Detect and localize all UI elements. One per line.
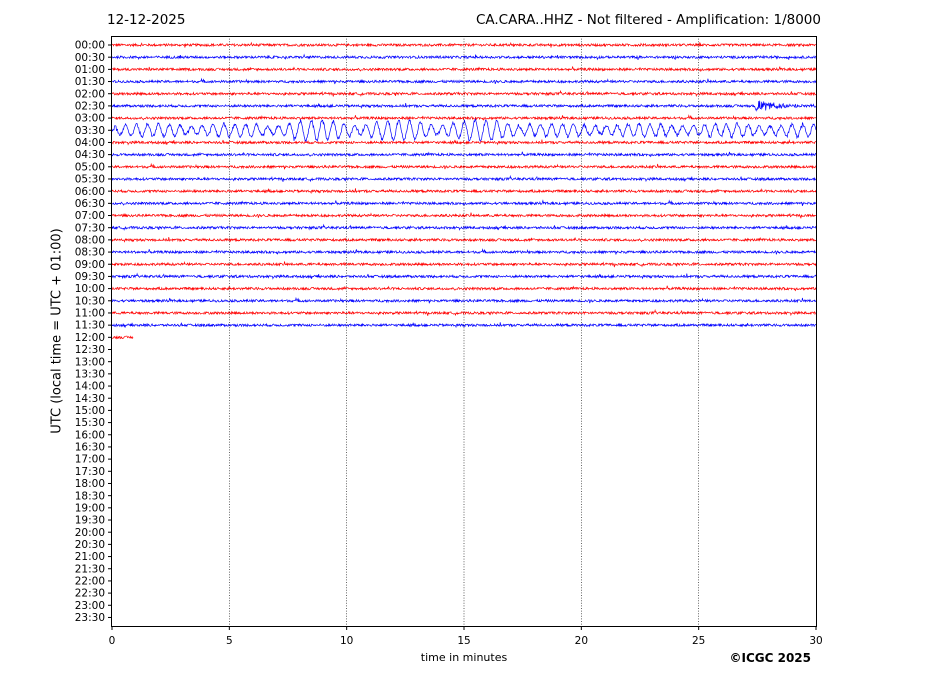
y-tick-label: 07:00 — [75, 210, 105, 222]
y-tick-label: 21:30 — [75, 563, 105, 575]
y-tick-label: 00:00 — [75, 40, 105, 52]
copyright-label: ©ICGC 2025 — [729, 651, 811, 665]
y-axis-label: UTC (local time = UTC + 01:00) — [49, 228, 65, 434]
y-tick-label: 14:00 — [75, 381, 105, 393]
y-tick-label: 12:00 — [75, 332, 105, 344]
y-tick-label: 05:30 — [75, 174, 105, 186]
y-tick-label: 03:00 — [75, 113, 105, 125]
y-tick-label: 23:30 — [75, 612, 105, 624]
y-tick-label: 01:30 — [75, 76, 105, 88]
y-tick-label: 17:30 — [75, 466, 105, 478]
trace-09:30 — [111, 272, 817, 280]
y-tick-label: 14:30 — [75, 393, 105, 405]
y-tick-label: 16:00 — [75, 429, 105, 441]
y-tick-label: 15:30 — [75, 417, 105, 429]
y-tick-label: 13:30 — [75, 368, 105, 380]
y-tick-label: 19:30 — [75, 515, 105, 527]
y-tick-label: 02:00 — [75, 88, 105, 100]
x-tick-label: 10 — [340, 635, 353, 647]
y-tick-label: 22:30 — [75, 588, 105, 600]
trace-01:30 — [111, 77, 817, 85]
y-tick-label: 08:00 — [75, 234, 105, 246]
x-tick-label: 30 — [809, 635, 822, 647]
y-tick-label: 09:00 — [75, 259, 105, 271]
y-tick-label: 12:30 — [75, 344, 105, 356]
y-tick-label: 04:30 — [75, 149, 105, 161]
x-axis: 0 5 10 15 20 25 30 — [109, 626, 823, 647]
x-tick-label: 25 — [692, 635, 705, 647]
y-tick-label: 18:00 — [75, 478, 105, 490]
y-tick-label: 10:00 — [75, 283, 105, 295]
y-tick-label: 01:00 — [75, 64, 105, 76]
y-tick-label: 06:00 — [75, 186, 105, 198]
y-tick-label: 08:30 — [75, 247, 105, 259]
y-tick-label: 16:30 — [75, 442, 105, 454]
x-tick-label: 0 — [109, 635, 116, 647]
y-tick-label: 17:00 — [75, 454, 105, 466]
date-label: 12-12-2025 — [107, 12, 186, 28]
y-tick-label: 00:30 — [75, 52, 105, 64]
y-tick-label: 20:30 — [75, 539, 105, 551]
x-tick-label: 5 — [226, 635, 233, 647]
x-tick-label: 20 — [575, 635, 588, 647]
y-tick-label: 20:00 — [75, 527, 105, 539]
trace-06:00 — [111, 188, 817, 195]
y-tick-label: 19:00 — [75, 502, 105, 514]
y-tick-label: 21:00 — [75, 551, 105, 563]
y-tick-label: 06:30 — [75, 198, 105, 210]
y-tick-label: 09:30 — [75, 271, 105, 283]
y-axis: 00:0000:3001:0001:3002:0002:3003:0003:30… — [75, 40, 112, 624]
trace-12:00 — [111, 335, 134, 340]
grid-layer — [229, 36, 699, 626]
x-tick-label: 15 — [457, 635, 470, 647]
y-tick-label: 23:00 — [75, 600, 105, 612]
station-title: CA.CARA..HHZ - Not filtered - Amplificat… — [475, 12, 821, 28]
y-tick-label: 02:30 — [75, 101, 105, 113]
trace-02:30 — [111, 100, 817, 112]
y-tick-label: 22:00 — [75, 576, 105, 588]
y-tick-label: 04:00 — [75, 137, 105, 149]
y-tick-label: 10:30 — [75, 295, 105, 307]
y-tick-label: 18:30 — [75, 490, 105, 502]
x-axis-label: time in minutes — [420, 651, 508, 664]
y-tick-label: 07:30 — [75, 222, 105, 234]
y-tick-label: 11:00 — [75, 308, 105, 320]
y-tick-label: 13:00 — [75, 356, 105, 368]
y-tick-label: 15:00 — [75, 405, 105, 417]
y-tick-label: 05:00 — [75, 161, 105, 173]
y-tick-label: 03:30 — [75, 125, 105, 137]
y-tick-label: 11:30 — [75, 320, 105, 332]
